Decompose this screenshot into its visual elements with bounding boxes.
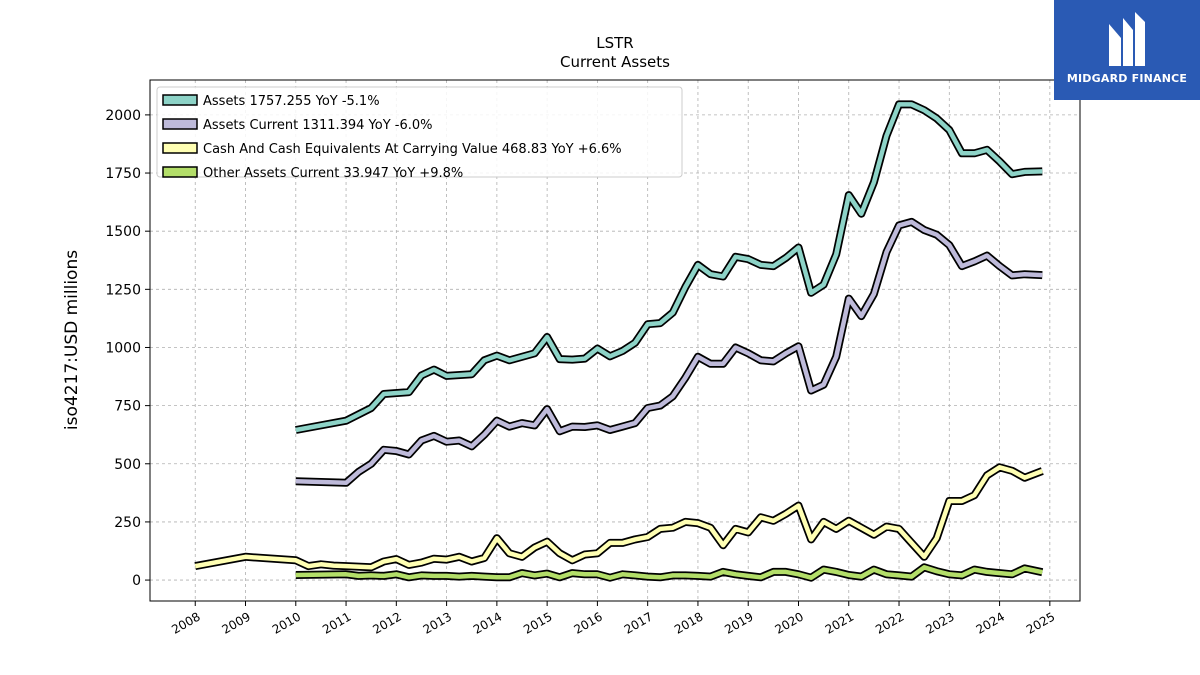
y-tick-label: 1250 <box>105 282 141 298</box>
x-tick-label: 2010 <box>270 609 303 636</box>
logo-text: MIDGARD FINANCE <box>1066 72 1188 85</box>
chart-subtitle: Current Assets <box>560 53 670 71</box>
x-tick-label: 2022 <box>873 609 906 636</box>
legend: Assets 1757.255 YoY -5.1% Assets Current … <box>156 86 683 181</box>
x-tick-label: 2015 <box>521 609 554 636</box>
y-tick-label: 1750 <box>105 166 141 182</box>
y-tick-label: 500 <box>114 457 141 473</box>
legend-entry: Cash And Cash Equivalents At Carrying Va… <box>203 142 622 157</box>
legend-swatch <box>162 118 198 130</box>
logo: MIDGARD FINANCE <box>1054 0 1200 100</box>
x-tick-label: 2025 <box>1024 609 1057 636</box>
axes-frame <box>149 79 1081 602</box>
series-layer <box>194 100 1044 582</box>
x-tick-label: 2013 <box>421 609 454 636</box>
x-tick-label: 2023 <box>923 609 956 636</box>
x-tick-label: 2011 <box>320 609 353 636</box>
legend-entry: Other Assets Current 33.947 YoY +9.8% <box>203 166 463 181</box>
x-tick-label: 2016 <box>571 609 604 636</box>
y-tick-label: 750 <box>114 399 141 415</box>
legend-entry: Assets 1757.255 YoY -5.1% <box>203 94 380 109</box>
y-tick-label: 1500 <box>105 224 141 240</box>
x-tick-label: 2017 <box>622 609 655 636</box>
series-line <box>295 219 1043 486</box>
series-line <box>295 565 1043 580</box>
x-tick-label: 2014 <box>471 609 504 636</box>
y-tick-label: 250 <box>114 515 141 531</box>
series-line-outline <box>295 217 1043 487</box>
x-tick-label: 2021 <box>823 609 856 636</box>
legend-swatch <box>162 166 198 178</box>
chart-title: LSTR <box>596 34 633 52</box>
x-tick-label: 2019 <box>722 609 755 636</box>
legend-entry: Assets Current 1311.394 YoY -6.0% <box>203 118 433 133</box>
y-axis-label: iso4217:USD millions <box>62 250 82 430</box>
series-line <box>194 465 1044 570</box>
midgard-logo-icon <box>1109 12 1145 66</box>
legend-swatch <box>162 142 198 154</box>
legend-box <box>156 86 683 178</box>
x-tick-label: 2008 <box>169 609 202 636</box>
y-tick-label: 1000 <box>105 340 141 356</box>
x-tick-label: 2012 <box>370 609 403 636</box>
legend-swatch <box>162 94 198 106</box>
y-tick-label: 0 <box>132 573 141 589</box>
x-tick-label: 2009 <box>220 609 253 636</box>
x-tick-label: 2018 <box>672 609 705 636</box>
x-tick-label: 2024 <box>974 609 1007 636</box>
series-line <box>295 102 1043 433</box>
x-tick-label: 2020 <box>773 609 806 636</box>
y-tick-label: 2000 <box>105 108 141 124</box>
